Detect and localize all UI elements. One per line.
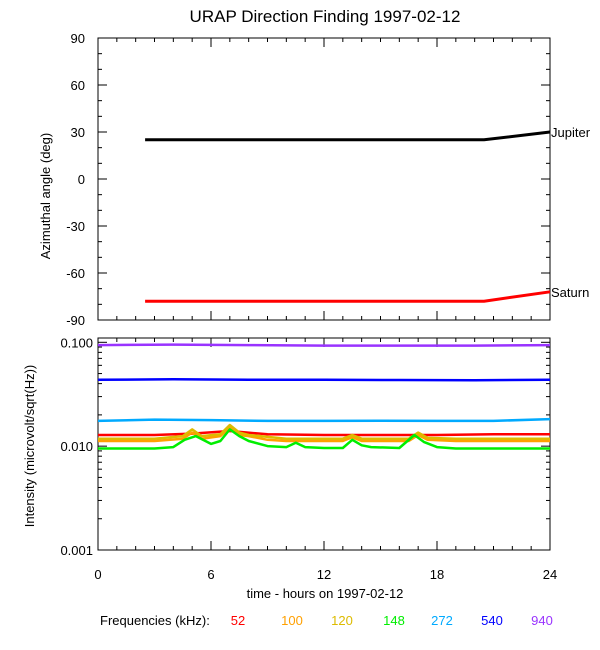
legend-item-100khz: 100 bbox=[281, 613, 303, 628]
legend-item-272khz: 272 bbox=[431, 613, 453, 628]
top-y-tick-label: 0 bbox=[78, 172, 85, 187]
series-line-100khz bbox=[98, 426, 550, 443]
series-label-saturn: Saturn bbox=[551, 285, 589, 300]
top-panel-frame bbox=[97, 37, 551, 321]
legend-item-540khz: 540 bbox=[481, 613, 503, 628]
bottom-panel-frame bbox=[97, 337, 551, 551]
bottom-y-tick-label: 0.001 bbox=[60, 543, 93, 558]
series-line-saturn bbox=[145, 290, 551, 303]
x-tick-label: 0 bbox=[94, 567, 101, 582]
series-line-940khz bbox=[97, 343, 551, 347]
top-axis-ticks: 90 60 30 0 -30 -60 -90 bbox=[66, 31, 551, 328]
bottom-y-axis-label: Intensity (microvolt/sqrt(Hz)) bbox=[22, 365, 37, 528]
series-line-52khz bbox=[98, 429, 550, 437]
x-tick-label: 6 bbox=[207, 567, 214, 582]
bottom-panel-series bbox=[97, 343, 551, 450]
x-tick-label: 12 bbox=[317, 567, 331, 582]
top-panel-series: Jupiter Saturn bbox=[145, 125, 591, 303]
top-y-tick-label: 90 bbox=[71, 31, 85, 46]
x-tick-label: 24 bbox=[543, 567, 557, 582]
legend-item-148khz: 148 bbox=[383, 613, 405, 628]
series-line-540khz bbox=[97, 378, 551, 382]
top-y-tick-label: 60 bbox=[71, 78, 85, 93]
series-label-jupiter: Jupiter bbox=[551, 125, 591, 140]
bottom-y-tick-label: 0.100 bbox=[60, 335, 93, 350]
bottom-y-tick-label: 0.010 bbox=[60, 439, 93, 454]
chart-title: URAP Direction Finding 1997-02-12 bbox=[190, 7, 461, 26]
legend-item-120khz: 120 bbox=[331, 613, 353, 628]
frequency-legend: 52 100 120 148 272 540 940 bbox=[231, 613, 553, 628]
series-line-148khz bbox=[98, 428, 550, 450]
legend-label: Frequencies (kHz): bbox=[100, 613, 210, 628]
x-axis-label: time - hours on 1997-02-12 bbox=[247, 586, 404, 601]
top-y-tick-label: 30 bbox=[71, 125, 85, 140]
top-y-axis-label: Azimuthal angle (deg) bbox=[38, 133, 53, 259]
x-tick-label: 18 bbox=[430, 567, 444, 582]
legend-item-52khz: 52 bbox=[231, 613, 245, 628]
top-y-tick-label: -30 bbox=[66, 219, 85, 234]
series-line-jupiter bbox=[145, 130, 551, 142]
series-line-120khz bbox=[98, 423, 550, 440]
top-y-tick-label: -90 bbox=[66, 313, 85, 328]
legend-item-940khz: 940 bbox=[531, 613, 553, 628]
top-y-tick-label: -60 bbox=[66, 266, 85, 281]
series-line-272khz bbox=[97, 417, 551, 423]
